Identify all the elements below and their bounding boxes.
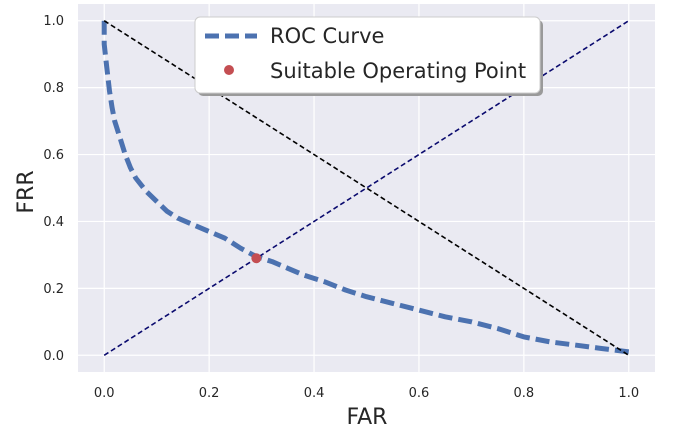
points-layer — [251, 253, 262, 264]
x-tick-label: 0.0 — [94, 386, 115, 401]
x-axis-ticks: 0.0 0.2 0.4 0.6 0.8 1.0 — [94, 386, 639, 401]
y-tick-label: 0.4 — [43, 215, 64, 230]
y-tick-label: 0.6 — [43, 148, 64, 163]
y-tick-label: 0.0 — [43, 349, 64, 364]
y-tick-label: 0.2 — [43, 282, 64, 297]
x-tick-label: 1.0 — [618, 386, 639, 401]
y-axis-label: FRR — [14, 170, 39, 213]
legend-point-swatch — [224, 65, 234, 75]
x-tick-label: 0.6 — [409, 386, 430, 401]
operating-point-marker — [251, 253, 262, 264]
y-tick-label: 1.0 — [43, 14, 64, 29]
roc-curve-line — [101, 20, 630, 355]
y-axis-ticks: 0.0 0.2 0.4 0.6 0.8 1.0 — [43, 14, 64, 364]
legend-box — [194, 16, 541, 94]
legend-label-roc-curve: ROC Curve — [270, 24, 384, 48]
x-axis-label: FAR — [347, 405, 388, 428]
legend: ROC Curve Suitable Operating Point — [194, 16, 543, 96]
x-tick-label: 0.2 — [199, 386, 220, 401]
legend-label-operating-point: Suitable Operating Point — [270, 59, 526, 83]
x-tick-label: 0.4 — [304, 386, 325, 401]
x-tick-label: 0.8 — [514, 386, 535, 401]
series-layer — [101, 20, 630, 356]
y-tick-label: 0.8 — [43, 81, 64, 96]
